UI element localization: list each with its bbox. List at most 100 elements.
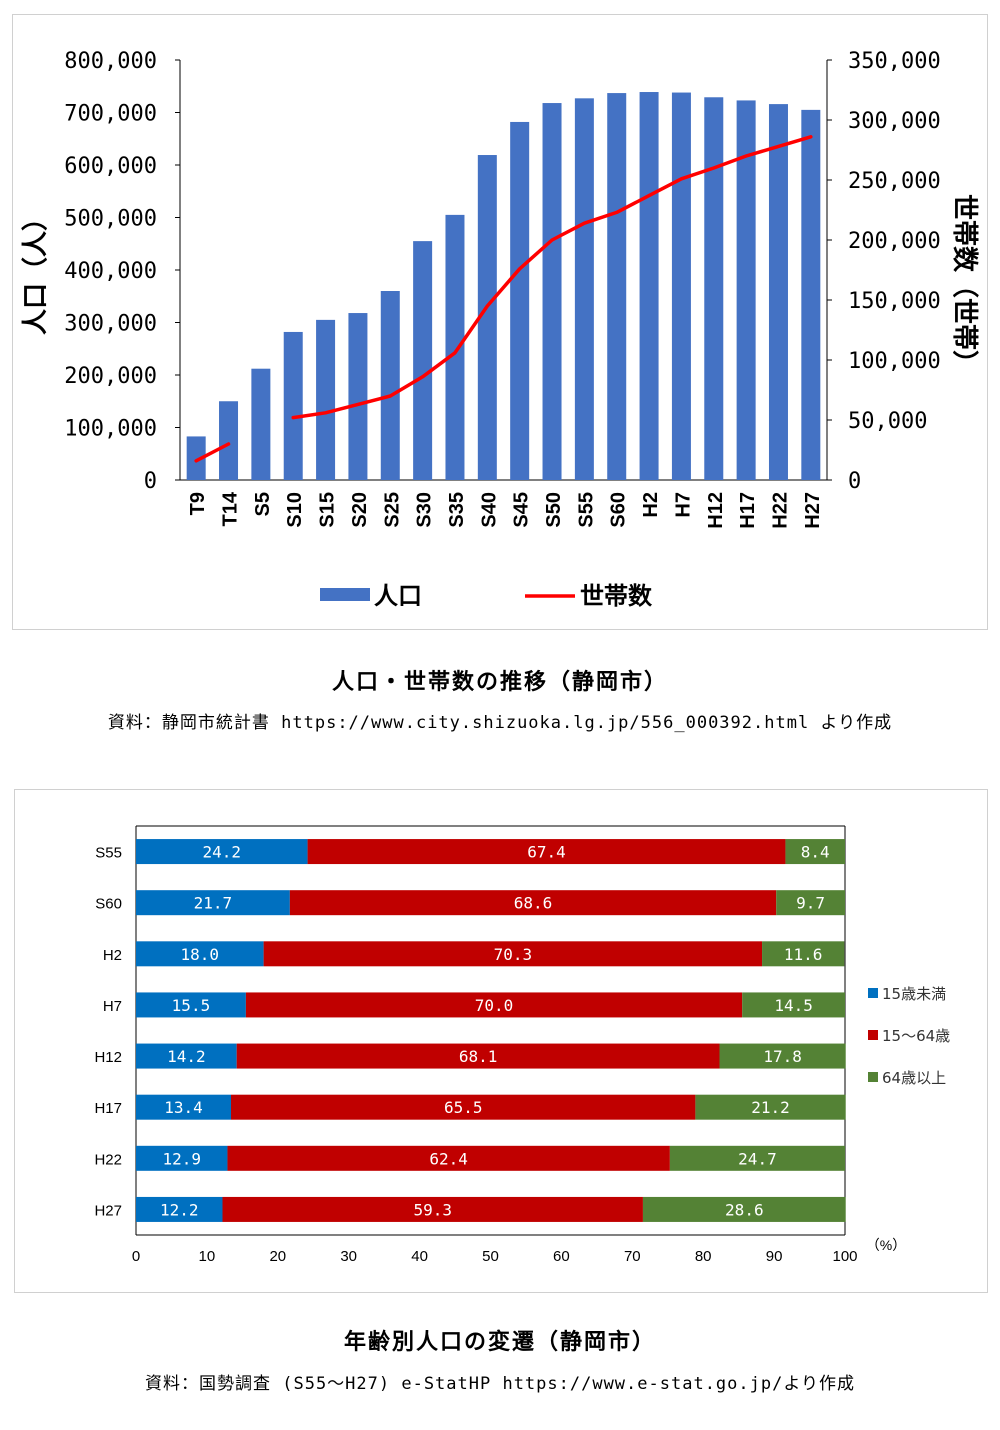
- age-segment-value: 9.7: [796, 894, 825, 913]
- legend-label: 15歳未満: [882, 985, 946, 1003]
- population-bar: [639, 92, 659, 481]
- age-segment-bar: [669, 1145, 845, 1171]
- x-tick-label: S50: [543, 492, 565, 528]
- legend-swatch: [868, 1030, 878, 1040]
- age-segment-value: 62.4: [429, 1149, 468, 1168]
- x-tick-label: H27: [802, 492, 824, 529]
- y-tick-label: S60: [95, 896, 122, 913]
- population-bar: [574, 98, 594, 480]
- x-unit-label: （%）: [866, 1237, 906, 1253]
- y-axis-label-left: 人口（人）: [21, 205, 51, 335]
- population-bar: [445, 214, 465, 480]
- y-tick-label: H22: [94, 1151, 122, 1168]
- right-tick-label: 100,000: [848, 349, 941, 374]
- population-bar: [607, 93, 627, 480]
- age-segment-bar: [136, 839, 308, 865]
- left-tick-label: 700,000: [64, 102, 157, 127]
- age-segment-bar: [263, 941, 763, 967]
- x-tick-label: H12: [705, 492, 727, 529]
- x-tick-label: H22: [769, 492, 791, 529]
- age-segment-bar: [136, 1145, 228, 1171]
- y-tick-label: S55: [95, 845, 122, 862]
- y-tick-label: H17: [94, 1100, 122, 1117]
- population-bar: [348, 313, 368, 480]
- y-tick-label: H12: [94, 1049, 122, 1066]
- age-segment-value: 68.6: [514, 894, 553, 913]
- age-segment-value: 17.8: [763, 1047, 802, 1066]
- age-segment-value: 15.5: [172, 996, 211, 1015]
- age-segment-bar: [222, 1196, 643, 1222]
- x-tick-label: 70: [624, 1248, 641, 1265]
- age-segment-value: 28.6: [725, 1200, 764, 1219]
- population-bar: [477, 155, 497, 480]
- x-tick-label: 80: [695, 1248, 712, 1265]
- population-bar: [380, 291, 400, 480]
- population-bar: [736, 100, 756, 481]
- x-tick-label: 20: [269, 1248, 286, 1265]
- x-tick-label: H17: [737, 492, 759, 529]
- chart1-title: 人口・世帯数の推移（静岡市）: [331, 670, 668, 695]
- age-segment-bar: [136, 992, 246, 1018]
- age-segment-value: 12.9: [162, 1149, 201, 1168]
- x-tick-label: S35: [446, 492, 468, 528]
- age-segment-bar: [136, 1043, 237, 1069]
- age-segment-value: 59.3: [413, 1200, 452, 1219]
- age-segment-value: 11.6: [784, 945, 823, 964]
- age-segment-bar: [136, 890, 290, 916]
- x-tick-label: H7: [672, 492, 694, 518]
- right-tick-label: 50,000: [848, 409, 927, 434]
- population-bar: [671, 92, 691, 481]
- y-tick-label: H27: [94, 1202, 122, 1219]
- age-segment-value: 67.4: [527, 843, 566, 862]
- x-tick-label: 60: [553, 1248, 570, 1265]
- x-tick-label: S45: [511, 492, 533, 528]
- age-segment-value: 12.2: [160, 1200, 199, 1219]
- age-segment-bar: [245, 992, 743, 1018]
- legend-label: 64歳以上: [882, 1069, 946, 1087]
- left-tick-label: 0: [144, 469, 157, 494]
- left-tick-label: 100,000: [64, 417, 157, 442]
- population-bar: [413, 241, 433, 480]
- age-segment-bar: [695, 1094, 846, 1120]
- households-line: [291, 135, 813, 420]
- chart2-source: 資料：国勢調査 (S55～H27) e-StatHP https://www.e…: [145, 1374, 855, 1394]
- right-tick-label: 300,000: [848, 109, 941, 134]
- x-tick-label: S30: [414, 492, 436, 528]
- age-segment-value: 70.3: [494, 945, 533, 964]
- age-segment-bar: [236, 1043, 720, 1069]
- x-tick-label: S5: [252, 492, 274, 516]
- chart2-title: 年齢別人口の変遷（静岡市）: [343, 1330, 656, 1355]
- population-bar: [186, 436, 206, 480]
- age-segment-value: 8.4: [801, 843, 830, 862]
- x-tick-label: T9: [187, 492, 209, 515]
- chart1-source: 資料：静岡市統計書 https://www.city.shizuoka.lg.j…: [107, 713, 893, 733]
- x-tick-label: H2: [640, 492, 662, 518]
- population-bar: [542, 103, 562, 481]
- x-tick-label: S60: [608, 492, 630, 528]
- x-tick-label: S20: [349, 492, 371, 528]
- x-tick-label: 30: [340, 1248, 357, 1265]
- age-segment-value: 70.0: [475, 996, 514, 1015]
- households-line: [194, 442, 231, 463]
- age-segment-bar: [136, 941, 264, 967]
- age-segment-value: 18.0: [181, 945, 220, 964]
- age-segment-bar: [231, 1094, 696, 1120]
- left-tick-label: 600,000: [64, 154, 157, 179]
- x-tick-label: 40: [411, 1248, 428, 1265]
- population-bar: [510, 121, 530, 480]
- age-segment-bar: [762, 941, 845, 967]
- left-tick-label: 500,000: [64, 207, 157, 232]
- left-tick-label: 200,000: [64, 364, 157, 389]
- right-tick-label: 150,000: [848, 289, 941, 314]
- age-segment-bar: [136, 1196, 223, 1222]
- right-tick-label: 200,000: [848, 229, 941, 254]
- age-segment-bar: [776, 890, 845, 916]
- age-segment-bar: [136, 1094, 232, 1120]
- legend-households-label: 世帯数: [580, 582, 653, 610]
- population-chart: 0 100,000 200,000 300,000 400,000 500,000 600,…: [21, 49, 979, 610]
- y-tick-label: H7: [103, 998, 122, 1015]
- age-segment-bar: [785, 839, 845, 865]
- population-bar: [283, 331, 303, 480]
- age-segment-bar: [742, 992, 845, 1018]
- right-tick-label: 0: [848, 469, 861, 494]
